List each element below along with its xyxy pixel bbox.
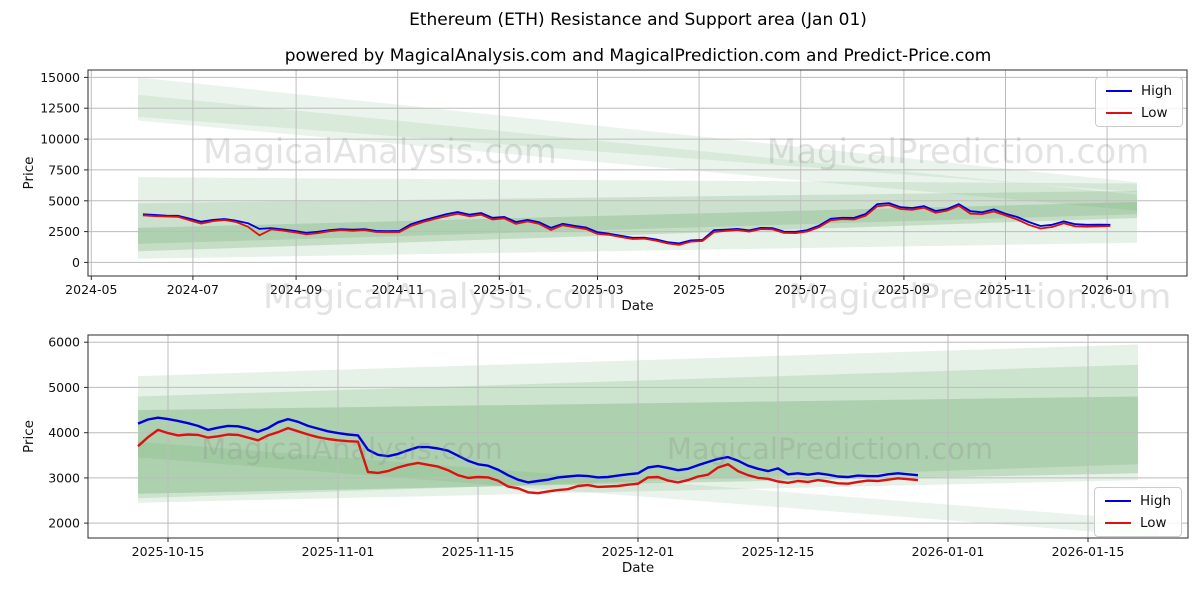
tick-label-x: 2025-11 [979,282,1031,297]
tick-label-y: 12500 [40,101,80,116]
legend-label-high: High [1140,493,1172,509]
band-polygon [138,77,1137,193]
tick-label-x: 2025-11-01 [302,544,375,559]
tick-label-y: 3000 [48,470,80,485]
series-low [142,204,1111,246]
band-polygon [138,177,1137,259]
tick-label-x: 2024-11 [372,282,424,297]
tick-label-y: 2500 [48,224,80,239]
series-high [142,202,1111,245]
legend-label-low: Low [1141,105,1168,121]
x-axis-label: Date [621,298,653,314]
axes-frame [87,69,1188,277]
chart-title: Ethereum (ETH) Resistance and Support ar… [409,10,867,30]
tick-label-y: 4000 [48,425,80,440]
tick-label-y: 5000 [48,380,80,395]
legend-item-high: High [1105,493,1171,509]
tick-label-y: 7500 [48,162,80,177]
tick-label-y: 6000 [48,335,80,350]
tick-label-x: 2025-10-15 [132,544,205,559]
tick-label-x: 2025-05 [673,282,725,297]
legend-label-high: High [1141,83,1173,99]
tick-label-x: 2026-01-01 [912,544,985,559]
tick-label-x: 2026-01 [1081,282,1133,297]
legend-item-high: High [1106,83,1172,99]
x-axis-label: Date [622,560,654,576]
band-polygon [138,202,1137,252]
tick-label-y: 10000 [40,132,80,147]
legend-bottom: High Low [1094,487,1183,537]
legend-top: High Low [1095,77,1184,127]
tick-label-y: 0 [72,255,80,270]
tick-label-x: 2025-12-15 [742,544,815,559]
band-polygon [138,94,1137,211]
tick-label-x: 2025-11-15 [442,544,515,559]
bottom-chart: 2025-10-15 2025-11-01 2025-11-15 2025-12-01… [21,334,1189,576]
tick-label-x: 2024-05 [65,282,117,297]
low-line-swatch [1106,112,1132,114]
tick-label-x: 2025-12-01 [602,544,675,559]
low-line-swatch [1105,522,1131,524]
band-polygon [138,441,1158,537]
high-line-swatch [1105,500,1131,502]
series-low [137,426,919,495]
y-axis-label: Price [21,157,37,190]
tick-label-x: 2024-09 [270,282,322,297]
tick-label-x: 2025-01 [473,282,525,297]
high-line-swatch [1106,90,1132,92]
tick-label-x: 2024-07 [167,282,219,297]
tick-label-y: 5000 [48,193,80,208]
legend-item-low: Low [1105,515,1171,531]
top-chart: 2024-05 2024-07 2024-09 2024-11 2025-01 2025-… [21,69,1188,314]
series-high [137,416,919,484]
tick-label-x: 2025-07 [775,282,827,297]
chart-subtitle: powered by MagicalAnalysis.com and Magic… [284,46,992,66]
tick-label-y: 2000 [48,516,80,531]
tick-label-x: 2025-03 [571,282,623,297]
legend-item-low: Low [1106,105,1172,121]
legend-label-low: Low [1140,515,1167,531]
y-axis-label: Price [21,420,37,453]
tick-label-y: 15000 [40,70,80,85]
tick-label-x: 2026-01-15 [1052,544,1125,559]
tick-label-x: 2025-09 [878,282,930,297]
